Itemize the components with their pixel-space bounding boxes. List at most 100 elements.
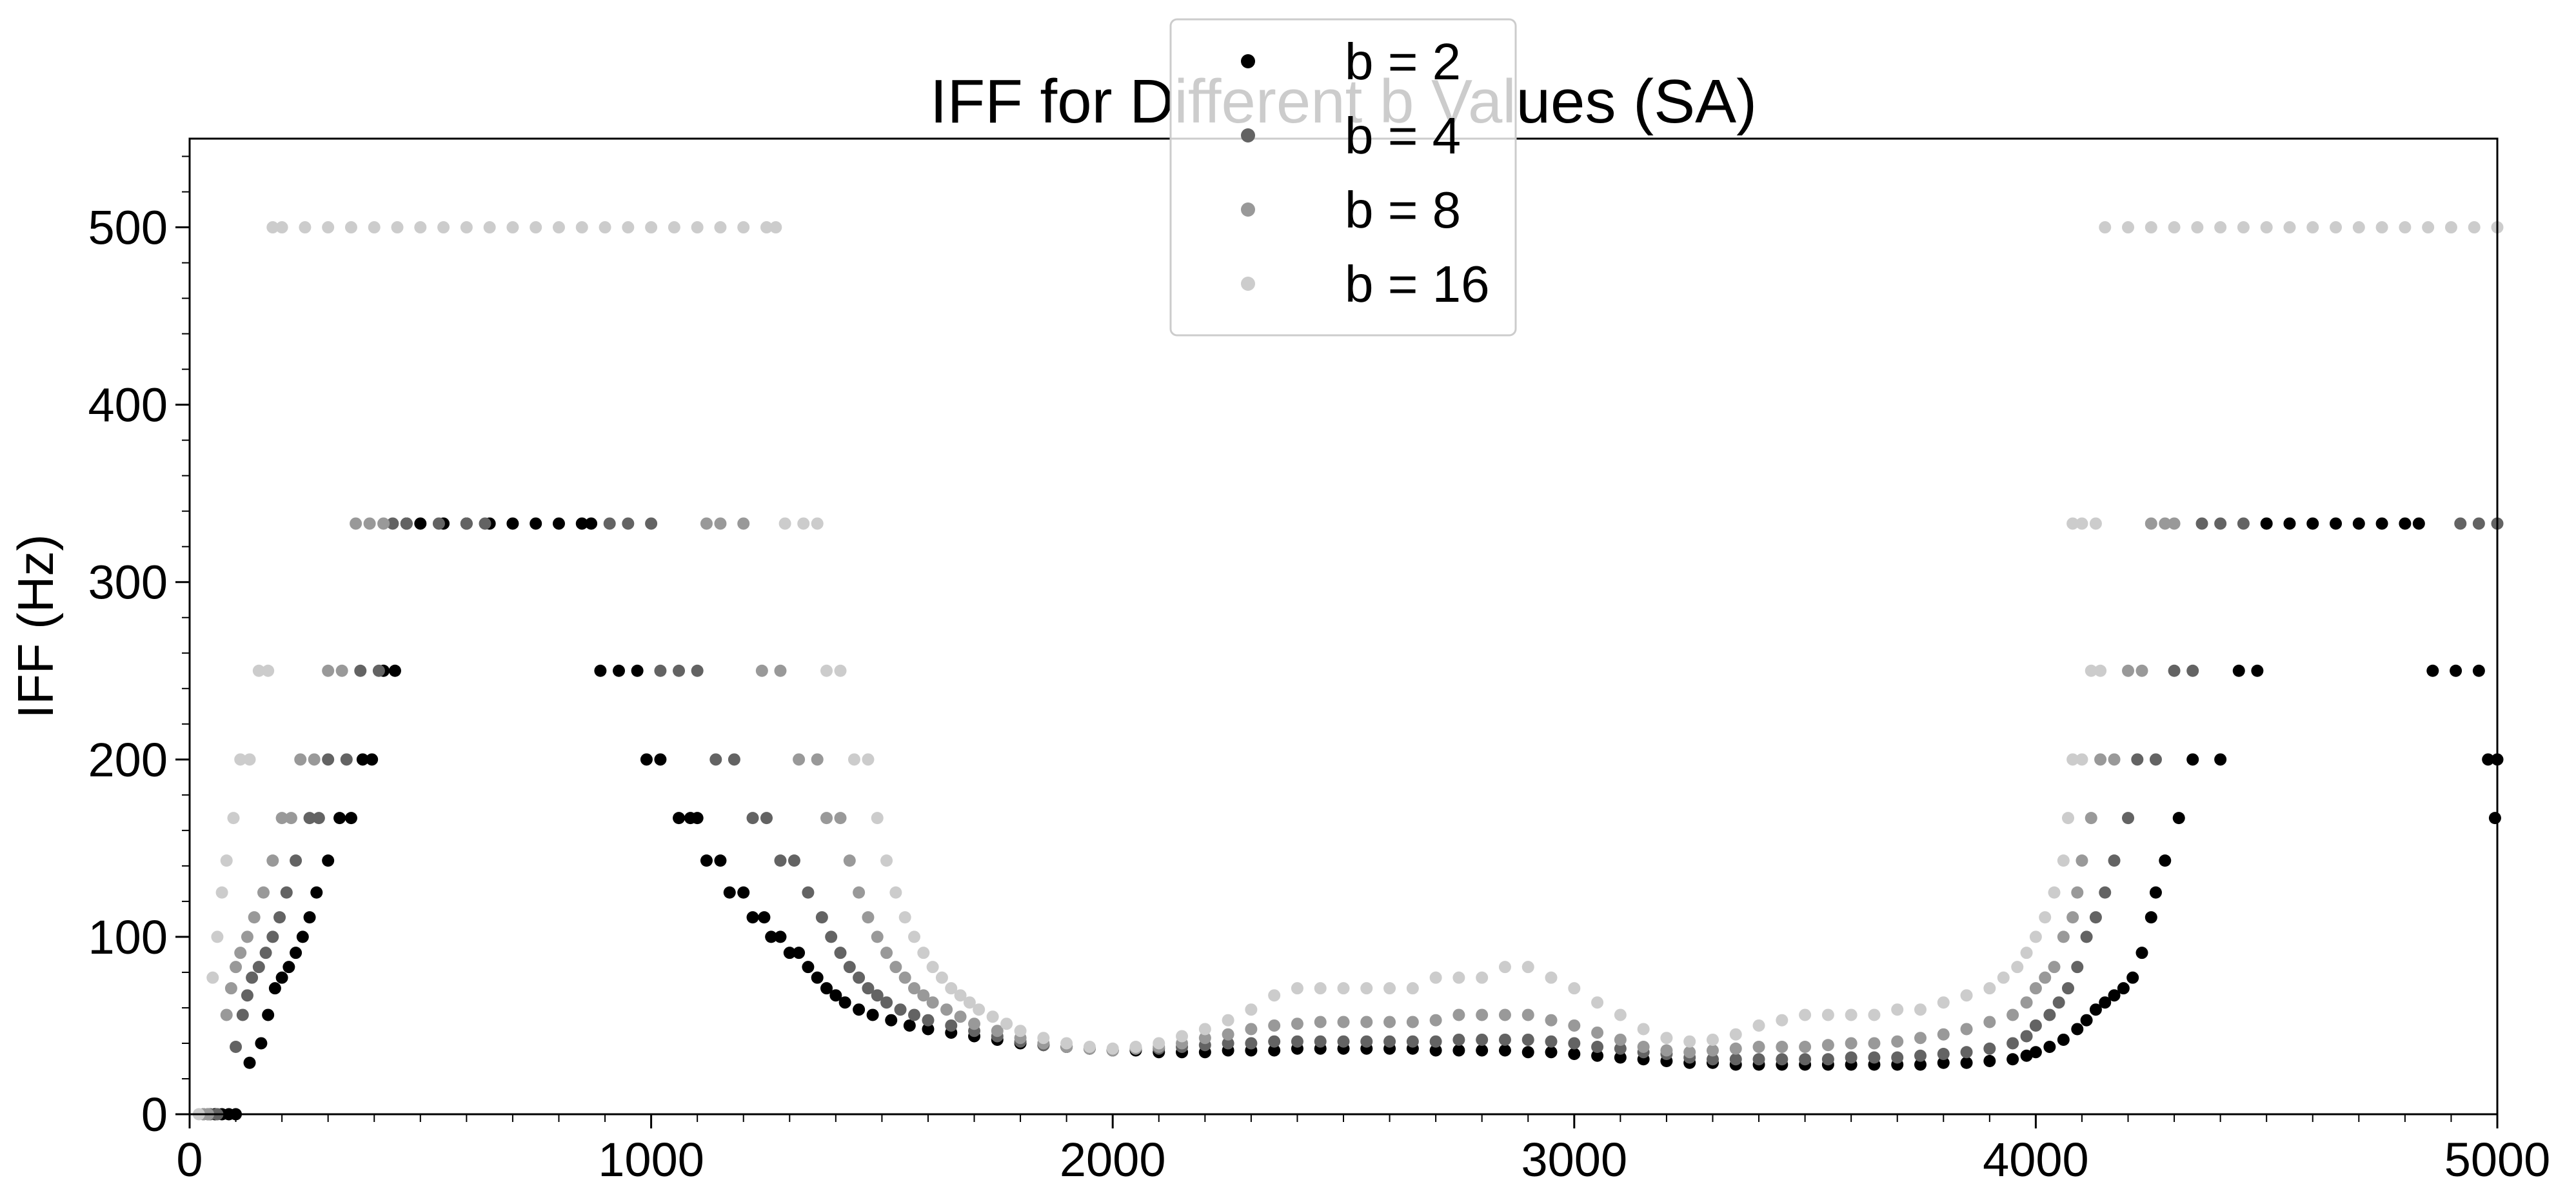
data-point: [2145, 221, 2157, 234]
data-point: [2145, 517, 2157, 530]
data-point: [303, 812, 316, 825]
data-point: [820, 982, 833, 995]
data-point: [907, 930, 920, 943]
data-point: [1729, 1042, 1742, 1055]
data-point: [1337, 1035, 1350, 1048]
data-point: [282, 961, 295, 974]
data-point: [862, 911, 875, 924]
data-point: [1997, 971, 2010, 984]
data-point: [1406, 982, 1419, 995]
data-point: [1914, 1032, 1927, 1045]
y-tick-label: 0: [141, 1088, 168, 1141]
data-point: [2426, 664, 2439, 677]
data-point: [866, 1008, 879, 1021]
data-point: [862, 982, 875, 995]
data-point: [871, 989, 884, 1002]
data-point: [1568, 982, 1581, 995]
data-point: [1776, 1053, 1788, 1066]
data-point: [2066, 517, 2079, 530]
data-point: [268, 982, 281, 995]
data-point: [2061, 982, 2074, 995]
data-point: [275, 221, 288, 234]
data-point: [691, 664, 704, 677]
legend-entry: b = 8: [1241, 181, 1461, 239]
data-point: [241, 930, 253, 943]
data-point: [2195, 517, 2208, 530]
data-point: [728, 753, 740, 766]
data-point: [2135, 664, 2148, 677]
data-point: [2057, 930, 2070, 943]
data-point: [1614, 1008, 1627, 1021]
data-point: [954, 989, 967, 1002]
data-point: [1314, 1035, 1327, 1048]
data-point: [1637, 1023, 1650, 1036]
data-point: [224, 982, 237, 995]
data-point: [372, 664, 385, 677]
data-point: [2006, 1008, 2019, 1021]
data-point: [1821, 1039, 1834, 1052]
data-point: [1245, 1037, 1258, 1050]
data-point: [400, 517, 413, 530]
data-point: [847, 753, 860, 766]
data-point: [2444, 221, 2457, 234]
data-point: [220, 1008, 233, 1021]
data-point: [2330, 517, 2343, 530]
data-point: [755, 664, 768, 677]
data-point: [843, 854, 856, 867]
data-point: [2006, 1037, 2019, 1050]
data-point: [414, 221, 427, 234]
data-point: [714, 517, 727, 530]
data-point: [530, 517, 542, 530]
data-point: [1545, 971, 1558, 984]
data-point: [1429, 1014, 1442, 1027]
data-point: [322, 221, 335, 234]
data-point: [1545, 1046, 1558, 1059]
data-point: [2020, 1049, 2033, 1062]
data-point: [1706, 1044, 1719, 1057]
data-point: [1268, 989, 1281, 1002]
data-point: [2117, 982, 2130, 995]
legend-label: b = 16: [1345, 255, 1490, 313]
data-point: [259, 947, 272, 959]
data-point: [585, 517, 598, 530]
data-point: [552, 221, 565, 234]
data-point: [432, 517, 445, 530]
x-tick-label: 4000: [1983, 1133, 2089, 1186]
data-point: [758, 911, 771, 924]
data-point: [645, 517, 658, 530]
data-point: [1406, 1016, 1419, 1028]
data-point: [344, 221, 357, 234]
data-point: [1937, 1028, 1950, 1041]
data-point: [227, 812, 240, 825]
data-point: [2214, 221, 2227, 234]
data-point: [211, 930, 224, 943]
data-point: [1868, 1051, 1881, 1064]
data-point: [1983, 1042, 1996, 1055]
legend-entry: b = 2: [1241, 33, 1461, 90]
legend-entry: b = 4: [1241, 107, 1461, 164]
data-point: [631, 664, 644, 677]
data-point: [746, 911, 759, 924]
data-point: [973, 1003, 986, 1016]
data-point: [2168, 664, 2181, 677]
data-point: [388, 664, 401, 677]
data-point: [2052, 996, 2065, 1009]
data-point: [2076, 517, 2088, 530]
data-point: [903, 1019, 916, 1032]
data-point: [1000, 1018, 1013, 1030]
data-point: [1268, 1019, 1281, 1032]
data-point: [917, 947, 930, 959]
data-point: [907, 982, 920, 995]
data-point: [820, 812, 833, 825]
data-point: [1891, 1051, 1904, 1064]
data-point: [1314, 982, 1327, 995]
data-point: [437, 221, 450, 234]
data-point: [765, 930, 778, 943]
data-point: [673, 664, 686, 677]
data-point: [220, 854, 233, 867]
data-point: [2099, 221, 2112, 234]
data-point: [2085, 812, 2097, 825]
data-point: [2149, 753, 2162, 766]
data-point: [386, 517, 399, 530]
data-point: [356, 753, 369, 766]
